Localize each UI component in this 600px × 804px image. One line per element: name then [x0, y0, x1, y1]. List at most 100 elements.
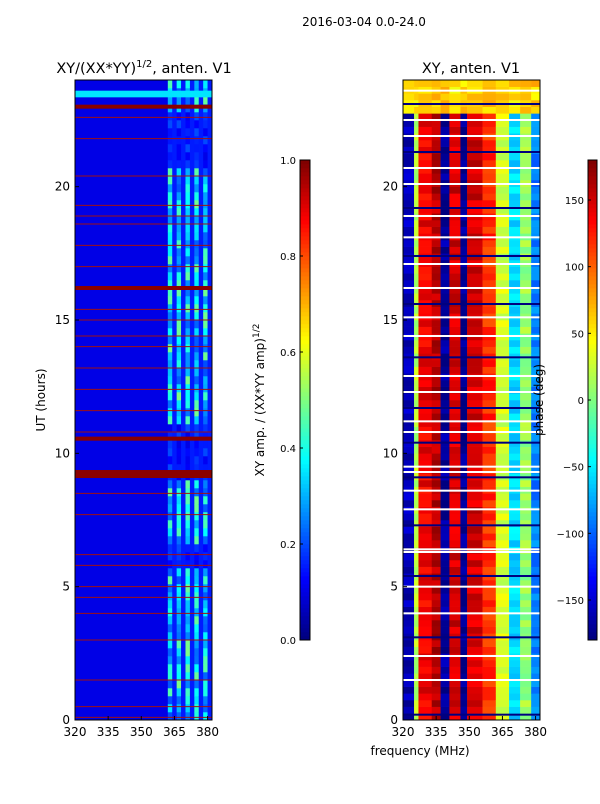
phase-cell	[509, 600, 521, 607]
phase-cell	[531, 406, 541, 414]
amp-band-cell	[167, 216, 173, 225]
amp-band-cell	[167, 464, 173, 473]
phase-cell	[414, 626, 419, 634]
phase-cell	[403, 400, 415, 407]
amp-band-cell	[185, 152, 191, 161]
amp-band-cell	[181, 152, 186, 161]
colorbar-segment	[588, 564, 597, 569]
phase-cell	[460, 466, 468, 474]
phase-cell	[440, 553, 450, 561]
phase-cell	[509, 146, 521, 154]
phase-cell	[449, 193, 461, 201]
amp-band-cell	[207, 536, 213, 545]
y-tick-label: 15	[383, 313, 398, 327]
amp-band-cell	[176, 368, 182, 377]
colorbar-segment	[300, 548, 310, 553]
phase-cell	[467, 713, 483, 721]
phase-cell	[520, 420, 532, 427]
phase-cell	[509, 620, 521, 627]
amp-band-cell	[198, 488, 204, 497]
amp-band-cell	[172, 480, 177, 489]
amp-band-cell	[167, 280, 173, 289]
colorbar-segment	[300, 200, 310, 205]
phase-cell	[460, 293, 468, 301]
phase-cell	[482, 326, 497, 334]
phase-cell	[495, 273, 510, 281]
amp-band-cell	[194, 120, 200, 129]
phase-cell	[495, 586, 510, 594]
phase-cell	[414, 693, 419, 701]
amp-band-cell	[189, 216, 195, 225]
amp-band-cell	[172, 376, 177, 385]
amp-band-cell	[172, 224, 177, 233]
phase-cell	[509, 393, 521, 401]
phase-cell	[482, 380, 497, 387]
phase-cell	[418, 606, 433, 614]
amp-band-cell	[194, 160, 200, 169]
phase-cell	[414, 640, 419, 647]
phase-cell	[414, 520, 419, 527]
colorbar-segment	[300, 488, 310, 493]
amp-band-cell	[194, 208, 200, 217]
phase-cell	[403, 93, 415, 101]
phase-cell	[414, 220, 419, 227]
amp-band-cell	[198, 368, 204, 377]
phase-cell	[460, 460, 468, 467]
amp-band-cell	[194, 640, 200, 649]
amp-band-cell	[198, 448, 204, 457]
phase-cell	[467, 220, 483, 227]
phase-cell	[509, 346, 521, 354]
phase-cell	[460, 626, 468, 634]
phase-cell	[467, 493, 483, 501]
amp-band-cell	[167, 192, 173, 201]
amp-band-cell	[189, 680, 195, 689]
phase-cell	[418, 393, 433, 401]
phase-cell	[449, 580, 461, 587]
phase-noise-row	[403, 151, 540, 153]
phase-cell	[467, 586, 483, 594]
colorbar-segment	[588, 212, 597, 217]
colorbar-segment	[588, 268, 597, 273]
phase-cell	[520, 206, 532, 214]
phase-cell	[482, 80, 497, 87]
amp-band-cell	[167, 152, 173, 161]
phase-cell	[449, 273, 461, 281]
phase-cell	[449, 346, 461, 354]
phase-cell	[495, 460, 510, 467]
phase-cell	[403, 186, 415, 194]
amp-band-cell	[189, 352, 195, 361]
colorbar-segment	[588, 376, 597, 381]
amp-band-cell	[198, 480, 204, 489]
phase-cell	[531, 320, 541, 327]
y-tick-label: 15	[55, 313, 70, 327]
phase-cell	[495, 193, 510, 201]
colorbar-segment	[588, 596, 597, 601]
colorbar-segment	[300, 244, 310, 249]
phase-cell	[414, 600, 419, 607]
phase-cell	[460, 600, 468, 607]
amp-band-cell	[185, 312, 191, 321]
phase-cell	[520, 593, 532, 601]
amp-band-cell	[203, 96, 208, 105]
phase-cell	[414, 540, 419, 547]
amp-band-cell	[172, 360, 177, 369]
colorbar-segment	[300, 176, 310, 181]
phase-cell	[449, 560, 461, 567]
phase-cell	[460, 193, 468, 201]
colorbar-segment	[588, 604, 597, 609]
phase-cell	[520, 646, 532, 654]
phase-cell	[482, 200, 497, 207]
phase-cell	[482, 153, 497, 161]
phase-cell	[460, 426, 468, 434]
amp-band-cell	[167, 392, 173, 401]
amp-band-cell	[172, 240, 177, 249]
amp-band-cell	[181, 304, 186, 313]
phase-cell	[440, 186, 450, 194]
amp-band-cell	[185, 368, 191, 377]
amplitude-heatmap	[75, 80, 213, 721]
amp-band-cell	[176, 512, 182, 521]
phase-cell	[482, 526, 497, 534]
phase-cell	[403, 126, 415, 134]
phase-cell	[431, 413, 441, 421]
